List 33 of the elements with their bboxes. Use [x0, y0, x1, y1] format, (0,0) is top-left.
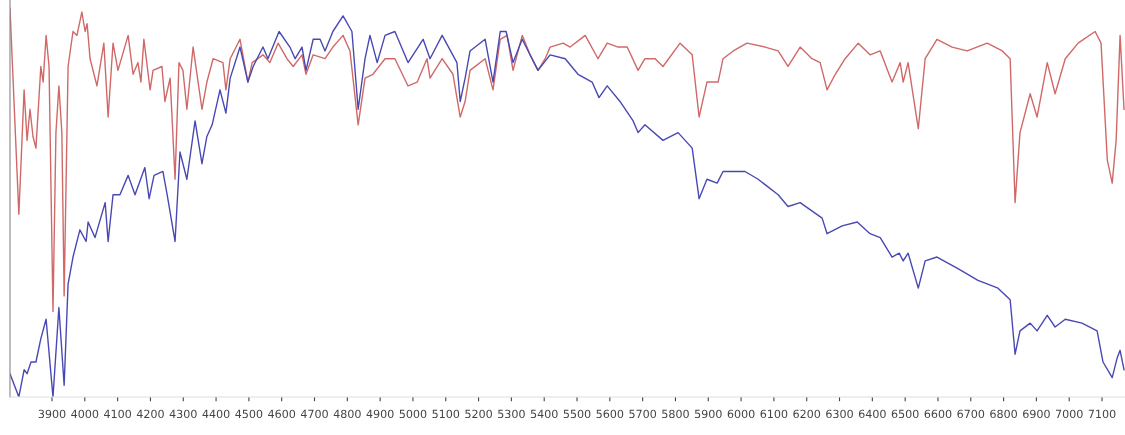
x-tick-label: 5300 — [498, 409, 525, 419]
x-tick-label: 5400 — [530, 409, 558, 419]
x-tick-label: 5700 — [629, 409, 657, 419]
x-tick-label: 7000 — [1055, 409, 1083, 419]
x-tick-label: 6100 — [760, 409, 788, 419]
x-tick-label: 5000 — [399, 409, 427, 419]
x-tick-label: 6700 — [957, 409, 985, 419]
x-tick-label: 6800 — [990, 409, 1017, 419]
x-tick-label: 6900 — [1023, 409, 1050, 419]
x-tick-label: 4100 — [104, 409, 132, 419]
x-tick-label: 6300 — [826, 409, 853, 419]
x-tick-label: 6600 — [924, 409, 952, 419]
x-tick-label: 4200 — [136, 409, 164, 419]
x-tick-label: 4800 — [333, 409, 361, 419]
x-tick-label: 4000 — [71, 409, 99, 419]
x-tick-label: 6400 — [858, 409, 886, 419]
x-tick-label: 5200 — [465, 409, 492, 419]
x-tick-label: 4500 — [235, 409, 263, 419]
x-tick-label: 6200 — [793, 409, 821, 419]
x-tick-label: 5900 — [694, 409, 722, 419]
x-tick-label: 3900 — [38, 409, 66, 419]
x-tick-label: 6000 — [727, 409, 755, 419]
x-tick-label: 4900 — [366, 409, 394, 419]
x-tick-label: 7100 — [1088, 409, 1116, 419]
x-tick-label: 4400 — [202, 409, 230, 419]
x-tick-label: 5500 — [563, 409, 591, 419]
x-tick-label: 5600 — [596, 409, 624, 419]
x-tick-label: 4300 — [169, 409, 197, 419]
x-tick-label: 4600 — [268, 409, 296, 419]
x-tick-label: 5100 — [432, 409, 460, 419]
x-tick-label: 4700 — [300, 409, 328, 419]
x-tick-label: 6500 — [891, 409, 919, 419]
x-tick-label: 5800 — [662, 409, 689, 419]
